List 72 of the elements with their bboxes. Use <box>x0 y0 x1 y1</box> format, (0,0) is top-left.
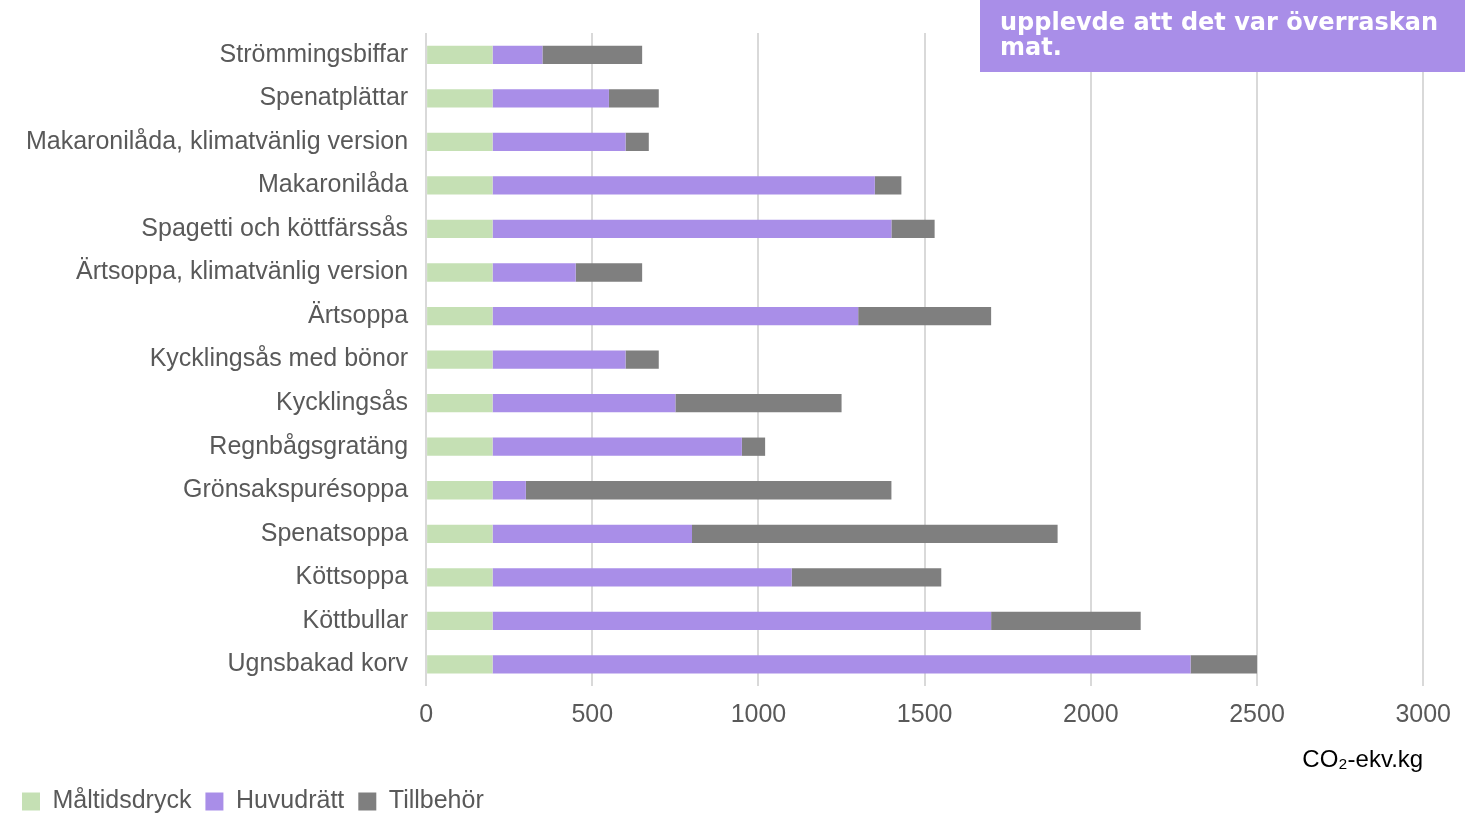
bar <box>675 394 842 413</box>
x-tick-label: 1500 <box>896 699 953 728</box>
bar <box>625 350 659 369</box>
bar <box>741 437 766 456</box>
bar <box>492 655 1191 674</box>
bar <box>692 524 1058 543</box>
bar <box>858 306 992 326</box>
y-tick-label: Makaronilåda, klimatvänlig version <box>25 125 409 154</box>
bar <box>492 89 609 108</box>
x-tick-label: 3000 <box>1395 699 1451 728</box>
y-tick-label: Köttbullar <box>302 604 409 633</box>
y-tick-label: Köttsoppa <box>295 561 409 590</box>
bar <box>625 132 649 152</box>
bar <box>427 524 493 543</box>
bar <box>427 306 493 326</box>
bar <box>427 481 493 500</box>
y-tick-label: Kycklingsås <box>276 387 409 416</box>
bar <box>427 45 493 64</box>
bar <box>492 263 576 282</box>
bar <box>492 350 626 369</box>
y-tick-label: Ugnsbakad korv <box>227 648 409 677</box>
y-tick-label: Makaronilåda <box>258 169 409 198</box>
x-tick-label: 2000 <box>1063 699 1119 728</box>
bar <box>427 132 493 152</box>
bar <box>492 611 992 631</box>
bar <box>791 568 942 587</box>
bar <box>608 89 659 108</box>
bar <box>427 394 493 413</box>
bar <box>427 89 493 108</box>
y-tick-label: Spenatplättar <box>259 82 409 111</box>
bar <box>427 176 493 195</box>
x-tick-label: 500 <box>571 699 614 728</box>
bar <box>492 437 742 456</box>
x-tick-label: 2500 <box>1229 699 1285 728</box>
bar <box>542 45 643 64</box>
legend-label: Huvudrätt <box>235 785 345 814</box>
bar <box>1190 655 1258 674</box>
bar <box>575 263 643 282</box>
bar <box>427 350 493 369</box>
x-tick-label: 1000 <box>730 699 787 728</box>
x-axis-title: CO₂-ekv.kg <box>1302 745 1424 773</box>
y-tick-label: Strömmingsbiffar <box>219 38 409 67</box>
bar <box>492 306 859 326</box>
bar <box>492 481 526 500</box>
y-tick-label: Grönsakspurésoppa <box>182 474 409 503</box>
bar <box>427 437 493 456</box>
y-tick-label: Spagetti och köttfärssås <box>141 212 409 241</box>
bar <box>427 263 493 282</box>
bar <box>427 611 493 631</box>
y-tick-label: Regnbågsgratäng <box>209 430 409 459</box>
bar <box>427 568 493 587</box>
y-tick-label: Spenatsoppa <box>260 517 409 546</box>
bar <box>492 219 892 239</box>
y-tick-label: Ärtsoppa <box>308 299 409 328</box>
y-tick-label: Kycklingsås med bönor <box>149 343 409 372</box>
bar <box>891 219 935 239</box>
y-tick-label: Ärtsoppa, klimatvänlig version <box>76 256 409 285</box>
bar <box>874 176 902 195</box>
bar <box>492 394 676 413</box>
bar <box>427 219 493 239</box>
legend-label: Tillbehör <box>388 785 484 814</box>
bar <box>991 611 1141 631</box>
bar <box>492 132 626 152</box>
bar <box>427 655 493 674</box>
legend-label: Måltidsdryck <box>52 785 192 814</box>
bar <box>492 568 792 587</box>
x-tick-label: 0 <box>419 699 434 728</box>
annotation: upplevde att det var överraskan mat. <box>1000 8 1440 62</box>
bar <box>525 481 892 500</box>
bar <box>492 176 875 195</box>
bar <box>492 45 543 64</box>
bar <box>492 524 692 543</box>
